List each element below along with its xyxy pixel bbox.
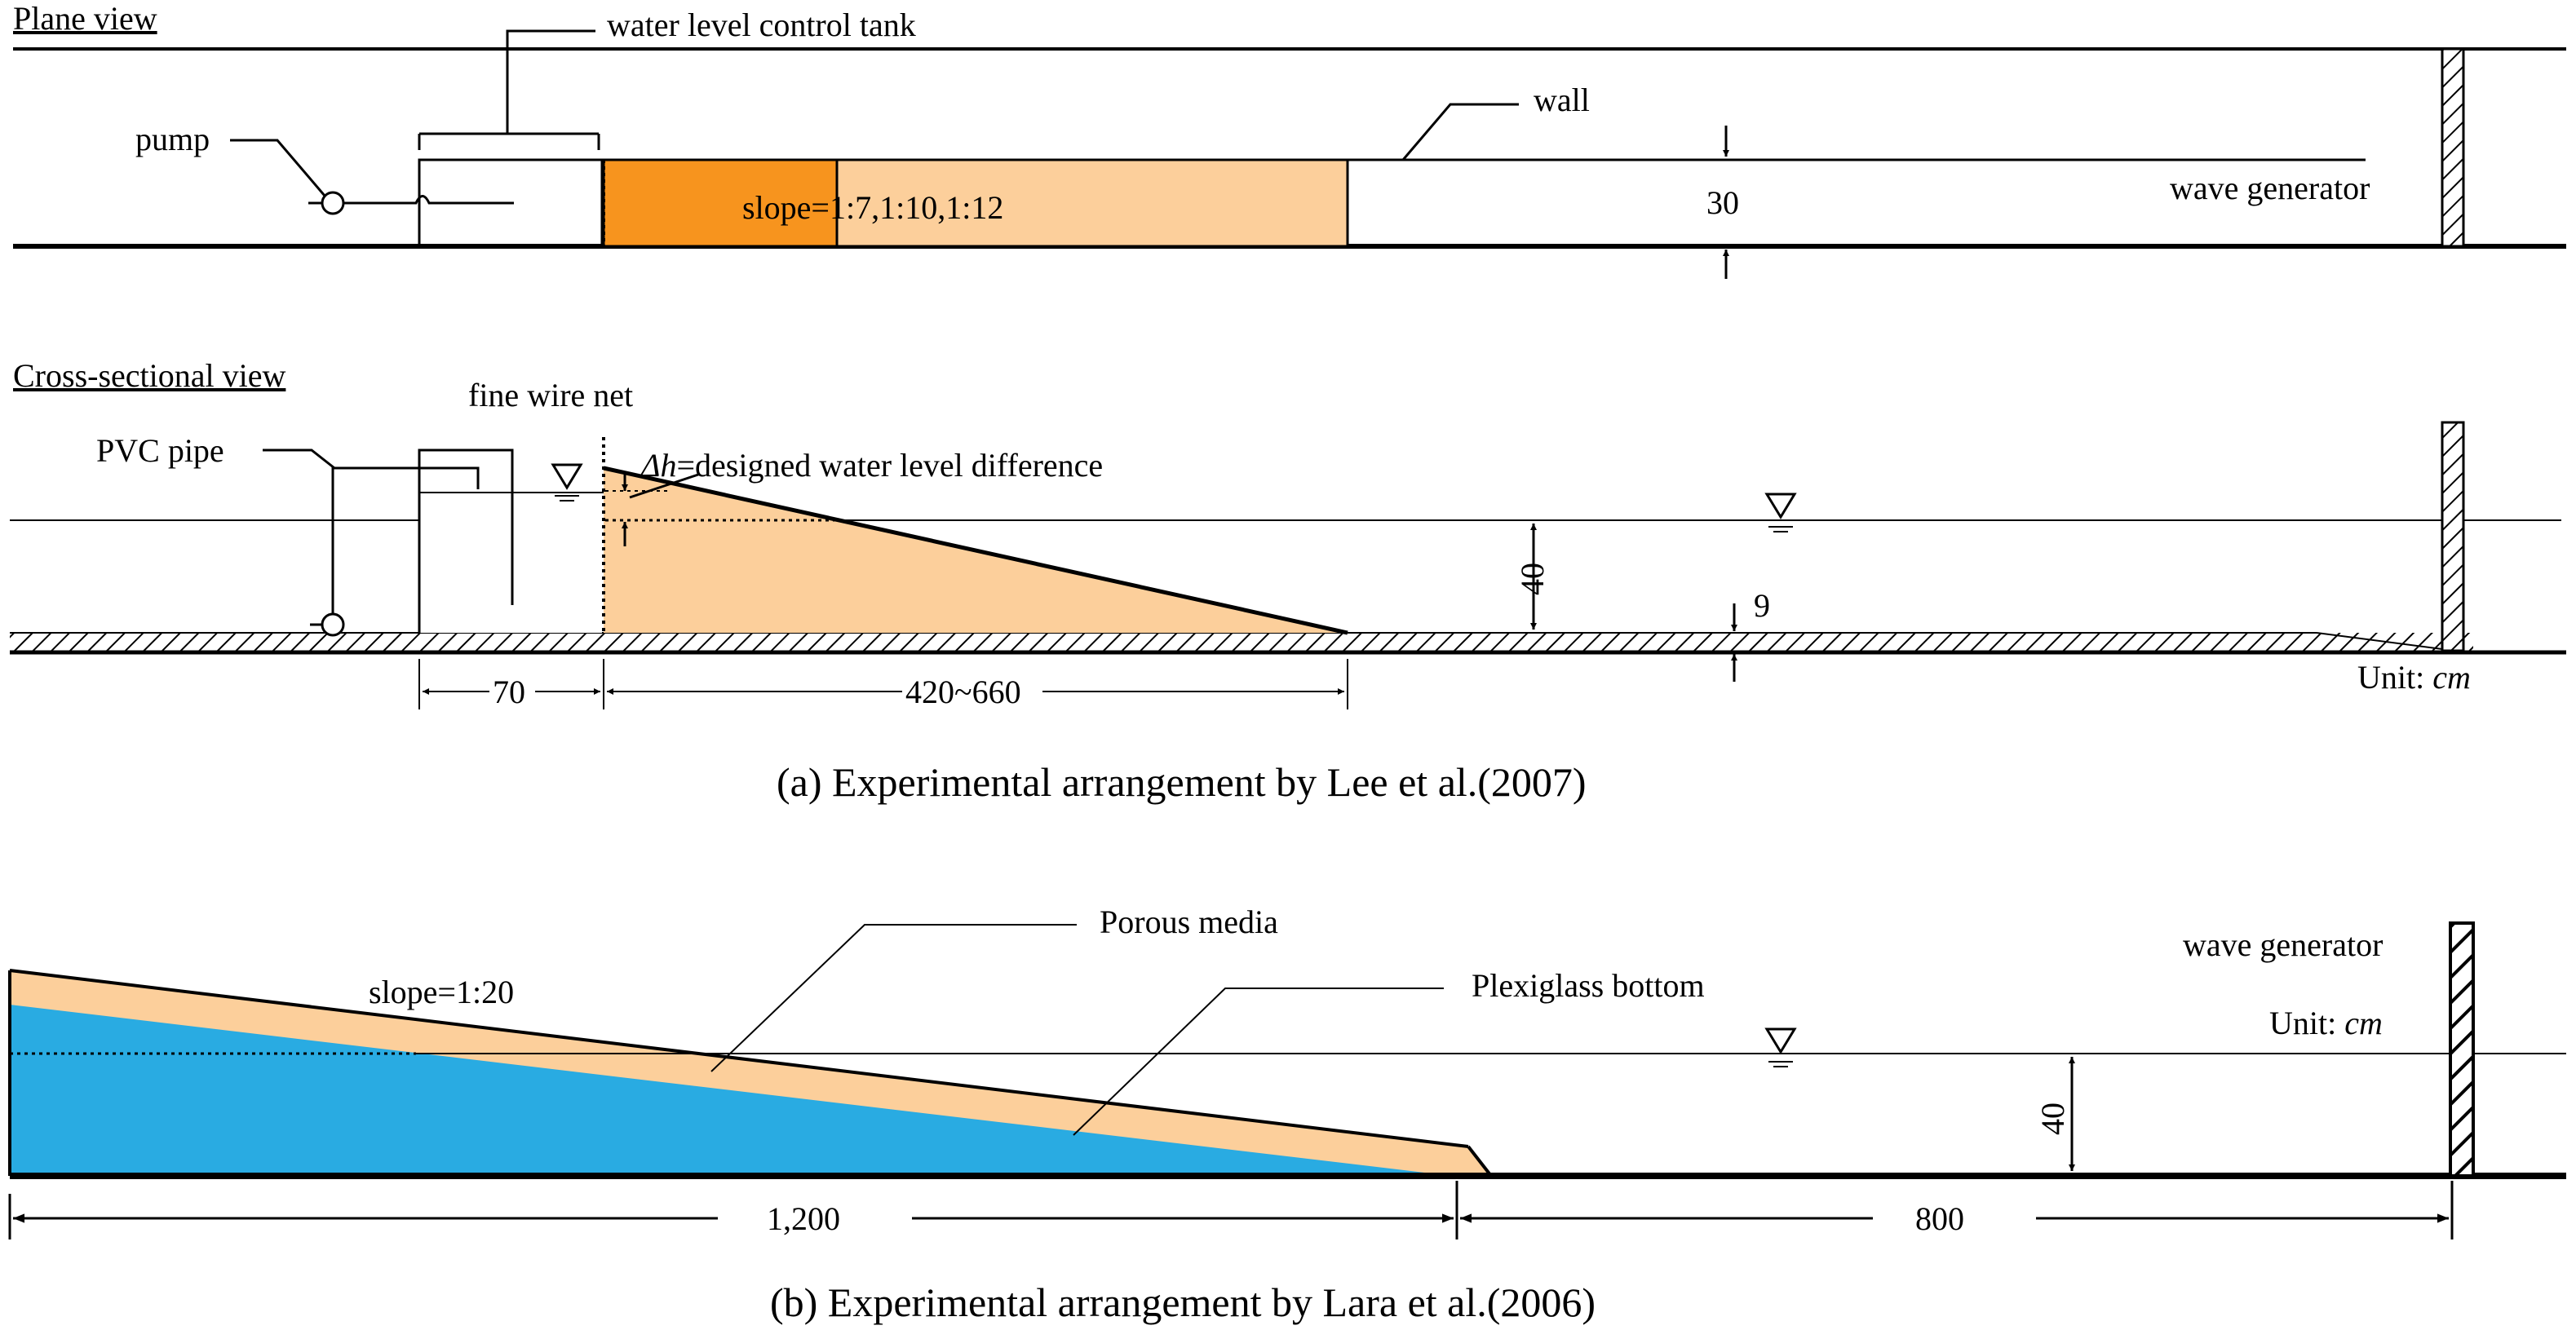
label-pvc-pipe: PVC pipe [96,432,224,469]
unit-value-a: cm [2432,659,2471,696]
label-wall: wall [1534,82,1590,118]
porous-leader [710,924,1077,1072]
pump-pipe [308,195,514,205]
dim-label-800: 800 [1915,1200,1964,1237]
control-tank [418,158,604,248]
wave-generator-section-b [2449,921,2475,1178]
pump-symbol [321,191,345,215]
pvc-pipe [331,466,480,616]
label-water-level-control-tank: water level control tank [607,7,916,43]
label-depth-40-b: 40 [2034,1102,2071,1135]
tank-section-fill [419,489,602,633]
tank-leader [506,29,595,134]
tank-water-symbol [551,463,583,490]
label-delta-h: Δh=designed water level difference [640,447,1103,484]
label-pump: pump [135,121,210,157]
water-symbol-b [1764,1027,1797,1054]
dim-label-1200: 1,200 [767,1200,840,1237]
panel-a-plan-view: Plane view water level control tank slop… [13,0,2566,279]
unit-label-a: Unit: cm [2357,659,2471,696]
label-slope-b: slope=1:20 [369,974,514,1010]
porous-top-surface [9,969,1469,1148]
label-wave-generator-b: wave generator [2183,926,2383,963]
slope-region-mild [835,158,1349,248]
pvc-pump-symbol [321,612,345,637]
label-width-30: 30 [1706,184,1739,221]
delta-h-leader [629,473,699,499]
label-step-9: 9 [1754,587,1770,624]
plexiglass-water-region [10,1005,1452,1176]
tank-section [418,448,514,633]
slope-surface-a [603,466,1348,635]
label-fine-wire-net: fine wire net [468,377,633,413]
dim-label-420-660: 420~660 [905,674,1021,710]
label-depth-40-a: 40 [1514,563,1551,595]
label-plexiglass-bottom: Plexiglass bottom [1472,967,1705,1004]
panel-b-cross-section: slope=1:20 Porous media Plexiglass botto… [8,904,2566,1325]
dim-label-70: 70 [493,674,525,710]
label-wave-generator-a: wave generator [2170,170,2370,206]
slope-region-steep [602,158,839,248]
plexiglass-leader [1073,988,1444,1136]
ramp-to-generator [2316,632,2443,650]
cross-section-title: Cross-sectional view [13,357,285,394]
caption-b: (b) Experimental arrangement by Lara et … [770,1279,1596,1325]
channel-water-symbol [1764,493,1797,519]
panel-a-cross-section: Cross-sectional view PVC pipe fine wire … [10,357,2566,805]
unit-label-b: Unit: cm [2269,1005,2383,1041]
delta-h-symbol: Δh [640,447,676,484]
caption-a: (a) Experimental arrangement by Lee et a… [777,759,1587,805]
unit-prefix-b: Unit: [2269,1005,2344,1041]
pump-leader [230,139,326,197]
unit-prefix-a: Unit: [2357,659,2432,696]
porous-toe [1467,1145,1493,1178]
pvc-leader [263,448,335,470]
flume-bottom-hatch [10,633,2473,651]
wave-generator-plan [2441,47,2465,248]
wall-leader [1401,103,1519,161]
wave-generator-section-a [2441,421,2465,652]
plan-view-title: Plane view [13,0,157,37]
label-porous-media: Porous media [1100,904,1278,940]
unit-value-b: cm [2344,1005,2383,1041]
delta-h-description: =designed water level difference [676,447,1103,484]
label-slope-a: slope=1:7,1:10,1:12 [742,189,1003,226]
